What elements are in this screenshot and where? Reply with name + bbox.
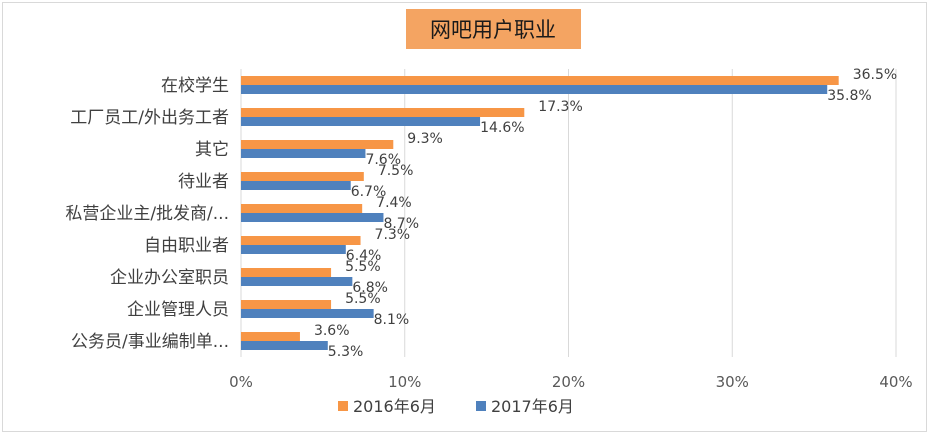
- data-label: 7.3%: [375, 227, 411, 243]
- x-tick-label: 40%: [879, 373, 912, 391]
- data-label: 9.3%: [407, 131, 443, 147]
- bar-2016: [241, 140, 394, 149]
- data-label: 6.8%: [352, 280, 388, 296]
- data-label: 8.1%: [374, 312, 410, 328]
- legend-label: 2017年6月: [491, 397, 574, 416]
- chart-frame: 网吧用户职业 在校学生工厂员工/外出务工者其它待业者私营企业主/批发商/... 自…: [2, 2, 927, 432]
- bar-2016: [241, 108, 525, 117]
- data-label: 7.5%: [378, 163, 414, 179]
- data-label: 17.3%: [538, 99, 582, 115]
- bar-2016: [241, 172, 364, 181]
- bar-2016: [241, 332, 300, 341]
- data-labels: 36.5% 35.8% 17.3% 14.6% 9.3% 7.6%7.5% 6.7%7.4%…: [314, 67, 897, 360]
- category-label: 私营企业主/批发商/...: [65, 204, 229, 224]
- legend-label: 2016年6月: [353, 397, 436, 416]
- title-background: [406, 9, 581, 49]
- bar-2017: [241, 309, 374, 318]
- category-label: 在校学生: [161, 76, 229, 96]
- category-label: 企业办公室职员: [110, 268, 229, 288]
- legend-swatch: [338, 401, 348, 411]
- x-tick-label: 0%: [229, 373, 253, 391]
- bar-2016: [241, 236, 361, 245]
- data-label: 14.6%: [480, 120, 524, 136]
- category-label: 工厂员工/外出务工者: [70, 108, 229, 128]
- x-tick-label: 20%: [552, 373, 585, 391]
- legend-swatch: [476, 401, 486, 411]
- data-label: 35.8%: [827, 88, 871, 104]
- bar-2017: [241, 245, 346, 254]
- bar-2017: [241, 181, 351, 190]
- bar-2016: [241, 268, 332, 277]
- x-tick-label: 10%: [388, 373, 421, 391]
- data-label: 5.5%: [345, 259, 381, 275]
- bar-2017: [241, 117, 481, 126]
- bar-2017: [241, 85, 828, 94]
- x-tick-labels: 0% 10% 20% 30% 40%: [229, 373, 913, 391]
- data-label: 6.7%: [351, 184, 387, 200]
- title-group: 网吧用户职业: [406, 9, 581, 49]
- data-label: 36.5%: [853, 67, 897, 83]
- data-label: 5.5%: [345, 291, 381, 307]
- category-label: 其它: [195, 140, 229, 160]
- data-label: 6.4%: [346, 248, 382, 264]
- category-label: 公务员/事业编制单...: [71, 332, 229, 352]
- category-label: 企业管理人员: [127, 300, 229, 320]
- bar-2017: [241, 341, 328, 350]
- legend: 2016年6月 2017年6月: [338, 397, 574, 416]
- data-label: 3.6%: [314, 323, 350, 339]
- bar-2017: [241, 149, 366, 158]
- bar-2016: [241, 300, 332, 309]
- data-label: 7.4%: [376, 195, 412, 211]
- chart-title: 网吧用户职业: [430, 18, 556, 42]
- data-label: 7.6%: [365, 152, 401, 168]
- x-tick-label: 30%: [716, 373, 749, 391]
- bar-2016: [241, 204, 363, 213]
- data-label: 5.3%: [328, 344, 364, 360]
- bar-2017: [241, 277, 353, 286]
- category-label: 待业者: [178, 172, 229, 192]
- bars: [241, 76, 839, 350]
- data-label: 8.7%: [383, 216, 419, 232]
- bar-2017: [241, 213, 384, 222]
- bar-2016: [241, 76, 839, 85]
- category-label: 自由职业者: [144, 236, 229, 256]
